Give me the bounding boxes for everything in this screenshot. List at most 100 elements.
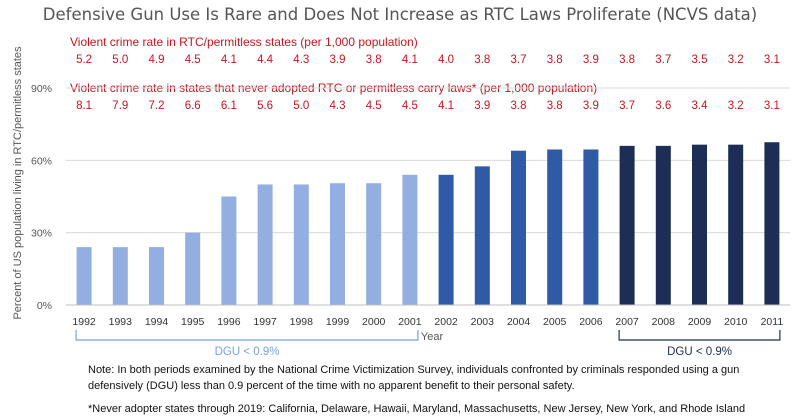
x-tick-label: 2000 (362, 316, 386, 328)
annotation-value: 3.7 (655, 54, 671, 66)
y-tick-label: 90% (31, 83, 52, 95)
x-tick-label: 1995 (181, 316, 205, 328)
annotation-value: 8.1 (76, 100, 92, 112)
annotation-value: 4.1 (221, 54, 237, 66)
y-tick-label: 30% (31, 228, 52, 240)
annotation-value: 5.6 (257, 100, 273, 112)
annotation-value: 7.9 (112, 100, 128, 112)
annotation-value: 3.5 (692, 54, 708, 66)
annotation-value: 4.0 (438, 54, 454, 66)
x-tick-label: 2005 (543, 316, 567, 328)
x-tick-label: 2003 (471, 316, 495, 328)
annotation-value: 5.0 (112, 54, 128, 66)
dgu-bracket (75, 330, 419, 341)
annotation-value: 5.2 (76, 54, 92, 66)
annotation-value: 3.8 (474, 54, 490, 66)
footnote-text: *Never adopter states through 2019: Cali… (88, 403, 746, 415)
annotation-value: 3.1 (764, 54, 780, 66)
bar (728, 144, 744, 305)
annotation-value: 3.9 (474, 100, 490, 112)
annotation-value: 4.9 (149, 54, 165, 66)
x-tick-label: 2004 (507, 316, 531, 328)
x-tick-label: 1992 (72, 316, 96, 328)
bar (185, 232, 201, 305)
bar (402, 174, 418, 305)
annotation-value: 3.6 (655, 100, 671, 112)
annotation-value: 4.5 (185, 54, 201, 66)
x-tick-label: 2010 (724, 316, 748, 328)
annotation-value: 3.1 (764, 100, 780, 112)
x-tick-label: 2001 (398, 316, 422, 328)
chart: Defensive Gun Use Is Rare and Does Not I… (12, 5, 790, 358)
dgu-bracket (618, 330, 781, 341)
x-axis-title: Year (421, 331, 444, 343)
x-tick-label: 1998 (290, 316, 314, 328)
bar (438, 174, 454, 305)
y-axis-ticks: 0% 30% 60% 90% (31, 83, 52, 312)
annotation-value: 4.5 (366, 100, 382, 112)
bar (764, 142, 780, 305)
x-tick-label: 1997 (253, 316, 277, 328)
note-text: Note: In both periods examined by the Na… (88, 364, 740, 392)
x-tick-label: 2011 (761, 316, 784, 328)
annotation-value: 3.7 (619, 100, 635, 112)
annotation-value: 4.5 (402, 100, 418, 112)
bar (330, 183, 345, 305)
annotation-value: 3.8 (366, 54, 382, 66)
bar (293, 184, 309, 305)
annotation-value: 4.3 (293, 54, 309, 66)
annotation-value: 7.2 (149, 100, 165, 112)
annotation-value: 3.9 (330, 54, 346, 66)
annotation-value: 4.4 (257, 54, 274, 66)
bar (112, 247, 128, 305)
x-tick-label: 2002 (434, 316, 458, 328)
annotation-value: 3.9 (583, 100, 599, 112)
annotation-value: 5.0 (293, 100, 309, 112)
annotation-value: 3.4 (692, 100, 709, 112)
bar (655, 145, 671, 305)
x-tick-label: 2007 (615, 316, 639, 328)
dgu-bracket-label: DGU < 0.9% (667, 346, 732, 358)
annotation-value: 3.2 (728, 100, 744, 112)
y-tick-label: 0% (37, 300, 52, 312)
chart-title: Defensive Gun Use Is Rare and Does Not I… (43, 5, 757, 24)
annotation-row-2-values: 8.1 7.9 7.2 6.6 6.1 5.6 5.0 4.3 4.5 4.5 4.1 3.9 3.8 3… (76, 100, 780, 112)
x-tick-label: 1999 (326, 316, 350, 328)
annotation-value: 3.8 (511, 100, 527, 112)
y-axis-title: Percent of US population living in RTC/p… (12, 46, 24, 320)
bar (474, 166, 490, 305)
x-tick-label: 2008 (652, 316, 676, 328)
bars (76, 142, 780, 305)
x-tick-label: 2006 (579, 316, 603, 328)
bar (511, 150, 526, 305)
annotation-value: 6.6 (185, 100, 201, 112)
annotation-value: 3.7 (511, 54, 527, 66)
x-tick-label: 1996 (217, 316, 241, 328)
gridlines (66, 87, 790, 234)
bar (149, 247, 164, 305)
annotation-value: 3.8 (547, 54, 563, 66)
annotation-value: 3.8 (547, 100, 563, 112)
bar (221, 196, 237, 305)
annotation-value: 3.2 (728, 54, 744, 66)
annotation-value: 4.1 (438, 100, 454, 112)
x-tick-label: 1994 (145, 316, 169, 328)
dgu-brackets: DGU < 0.9% DGU < 0.9% (75, 330, 781, 358)
x-axis-ticks: 1992 1993 1994 1995 1996 1997 1998 1999 2000 2001… (72, 316, 783, 328)
annotation-value: 3.8 (619, 54, 635, 66)
bar (619, 145, 635, 305)
x-tick-label: 1993 (109, 316, 133, 328)
bar (76, 247, 92, 305)
annotation-value: 6.1 (221, 100, 237, 112)
annotation-row-1-values: 5.2 5.0 4.9 4.5 4.1 4.4 4.3 3.9 3.8 4.1 4.0 3.8 3.7 3… (76, 54, 780, 66)
annotation-value: 3.9 (583, 54, 599, 66)
bar (366, 183, 382, 305)
bar (257, 184, 273, 305)
annotation-row-1-label: Violent crime rate in RTC/permitless sta… (70, 35, 418, 49)
annotation-value: 4.1 (402, 54, 418, 66)
bar (692, 144, 707, 305)
x-tick-label: 2009 (688, 316, 712, 328)
dgu-bracket-label: DGU < 0.9% (215, 346, 280, 358)
y-tick-label: 60% (31, 155, 52, 167)
annotation-value: 4.3 (330, 100, 346, 112)
